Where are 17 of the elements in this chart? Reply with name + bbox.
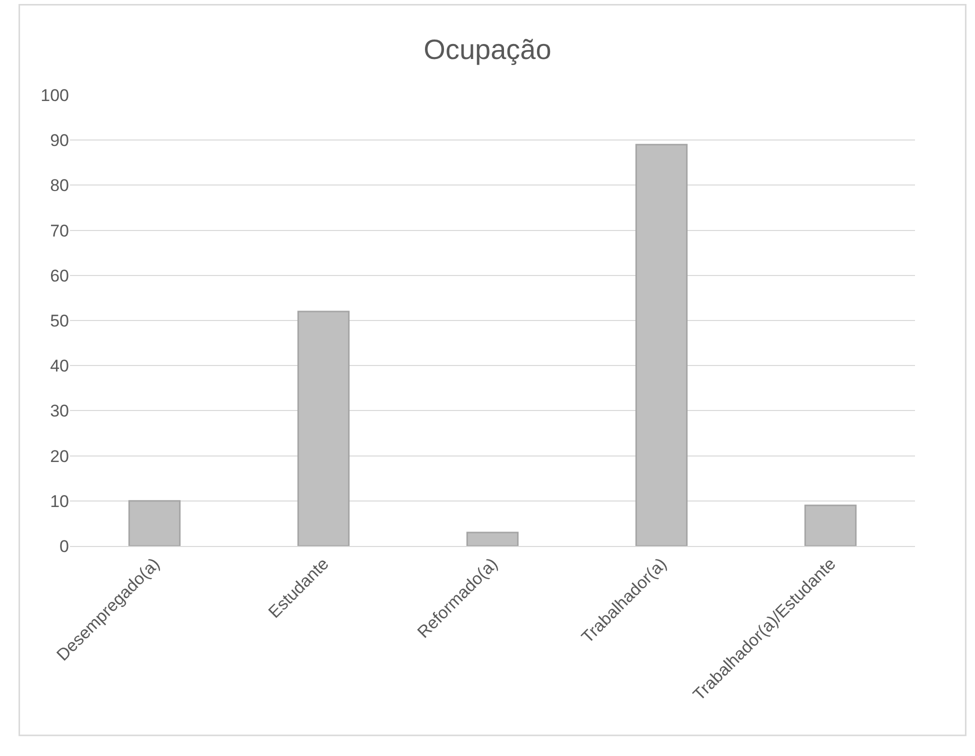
y-tick-label: 10 — [50, 492, 69, 511]
bar — [635, 144, 688, 546]
y-tick-label: 0 — [60, 536, 69, 556]
bar — [804, 504, 857, 546]
y-tick-label: 20 — [50, 446, 69, 466]
bar — [297, 310, 350, 546]
y-tick-label: 60 — [50, 266, 69, 286]
y-tick-label: 30 — [50, 402, 69, 421]
chart-title: Ocupação — [424, 34, 552, 65]
y-tick-label: 40 — [50, 356, 69, 376]
bar — [128, 500, 181, 546]
y-tick-label: 50 — [50, 311, 69, 330]
y-tick-label: 100 — [40, 86, 69, 105]
y-tick-label: 80 — [50, 176, 69, 196]
bar — [466, 532, 519, 546]
y-tick-label: 70 — [50, 221, 69, 240]
y-tick-label: 90 — [50, 131, 69, 150]
